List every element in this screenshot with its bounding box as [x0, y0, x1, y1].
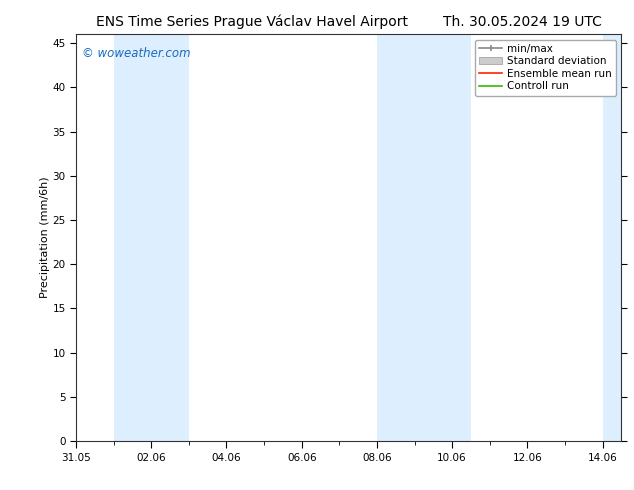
Legend: min/max, Standard deviation, Ensemble mean run, Controll run: min/max, Standard deviation, Ensemble me… — [475, 40, 616, 96]
Bar — [602, 34, 621, 441]
Text: © woweather.com: © woweather.com — [82, 47, 190, 59]
Bar — [415, 34, 471, 441]
Y-axis label: Precipitation (mm/6h): Precipitation (mm/6h) — [40, 177, 49, 298]
Title: ENS Time Series Prague Václav Havel Airport        Th. 30.05.2024 19 UTC: ENS Time Series Prague Václav Havel Airp… — [96, 15, 602, 29]
Bar — [377, 34, 415, 441]
Bar — [113, 34, 189, 441]
